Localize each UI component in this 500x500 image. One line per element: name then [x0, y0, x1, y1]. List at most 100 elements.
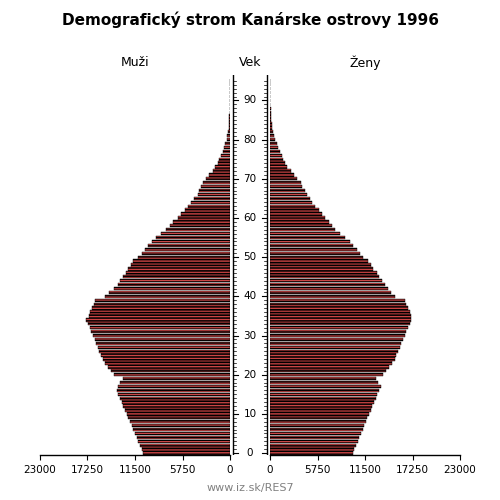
Bar: [184, 208, 230, 212]
Bar: [270, 114, 271, 118]
Bar: [270, 189, 304, 192]
Bar: [120, 396, 230, 400]
Bar: [229, 122, 230, 126]
Bar: [270, 388, 379, 392]
Bar: [270, 150, 280, 153]
Text: www.iz.sk/RES7: www.iz.sk/RES7: [206, 482, 294, 492]
Bar: [270, 291, 392, 294]
Bar: [106, 362, 230, 364]
Bar: [194, 196, 230, 200]
Bar: [114, 373, 230, 376]
Bar: [270, 134, 274, 138]
Bar: [270, 318, 412, 322]
Bar: [152, 240, 230, 243]
Text: Demografický strom Kanárske ostrovy 1996: Demografický strom Kanárske ostrovy 1996: [62, 12, 438, 28]
Bar: [96, 342, 230, 345]
Bar: [91, 330, 230, 334]
Bar: [144, 452, 230, 454]
Bar: [90, 310, 230, 314]
Bar: [270, 377, 376, 380]
Bar: [215, 166, 230, 168]
Bar: [134, 428, 230, 431]
Bar: [120, 279, 230, 282]
Bar: [270, 208, 318, 212]
Bar: [270, 228, 336, 232]
Bar: [270, 369, 386, 372]
Bar: [156, 236, 230, 239]
Bar: [270, 385, 380, 388]
Bar: [142, 448, 230, 451]
Bar: [270, 268, 374, 270]
Bar: [134, 260, 230, 262]
Bar: [270, 444, 356, 447]
Bar: [229, 118, 230, 122]
Bar: [191, 200, 230, 204]
Bar: [182, 212, 230, 216]
Bar: [226, 142, 230, 145]
Bar: [270, 204, 316, 208]
Bar: [270, 240, 350, 243]
Bar: [270, 420, 366, 424]
Bar: [202, 181, 230, 184]
Bar: [270, 216, 326, 220]
Bar: [270, 260, 368, 262]
Bar: [221, 154, 230, 157]
Bar: [270, 220, 328, 224]
Bar: [210, 173, 230, 176]
Bar: [270, 212, 322, 216]
Text: 70: 70: [244, 174, 256, 184]
Bar: [270, 408, 371, 412]
Bar: [270, 436, 359, 439]
Bar: [125, 408, 230, 412]
Bar: [270, 177, 297, 180]
Bar: [270, 440, 358, 443]
Bar: [118, 283, 230, 286]
Text: 50: 50: [244, 252, 256, 262]
Bar: [228, 126, 230, 130]
Bar: [128, 268, 230, 270]
Bar: [138, 440, 230, 443]
Text: 40: 40: [244, 292, 256, 302]
Bar: [128, 416, 230, 420]
Bar: [270, 306, 408, 310]
Bar: [270, 373, 383, 376]
Bar: [270, 244, 353, 247]
Bar: [101, 354, 230, 357]
Bar: [126, 412, 230, 416]
Bar: [220, 158, 230, 161]
Bar: [122, 377, 230, 380]
Bar: [270, 118, 272, 122]
Bar: [224, 146, 230, 149]
Bar: [148, 244, 230, 247]
Bar: [270, 256, 364, 259]
Bar: [88, 322, 230, 326]
Bar: [86, 318, 230, 322]
Bar: [270, 200, 312, 204]
Bar: [110, 291, 230, 294]
Bar: [145, 248, 230, 251]
Bar: [142, 252, 230, 255]
Bar: [270, 196, 310, 200]
Bar: [270, 142, 276, 145]
Bar: [178, 216, 230, 220]
Bar: [270, 412, 369, 416]
Bar: [270, 162, 285, 165]
Bar: [200, 189, 230, 192]
Bar: [140, 444, 230, 447]
Bar: [218, 162, 230, 165]
Bar: [270, 170, 290, 172]
Bar: [226, 138, 230, 141]
Bar: [270, 396, 376, 400]
Bar: [270, 232, 340, 235]
Text: 90: 90: [244, 96, 256, 106]
Bar: [270, 350, 398, 353]
Text: Muži: Muži: [120, 56, 150, 69]
Bar: [117, 388, 230, 392]
Bar: [270, 310, 409, 314]
Bar: [270, 346, 400, 349]
Bar: [228, 134, 230, 138]
Bar: [114, 287, 230, 290]
Bar: [270, 236, 345, 239]
Bar: [138, 256, 230, 259]
Bar: [96, 298, 230, 302]
